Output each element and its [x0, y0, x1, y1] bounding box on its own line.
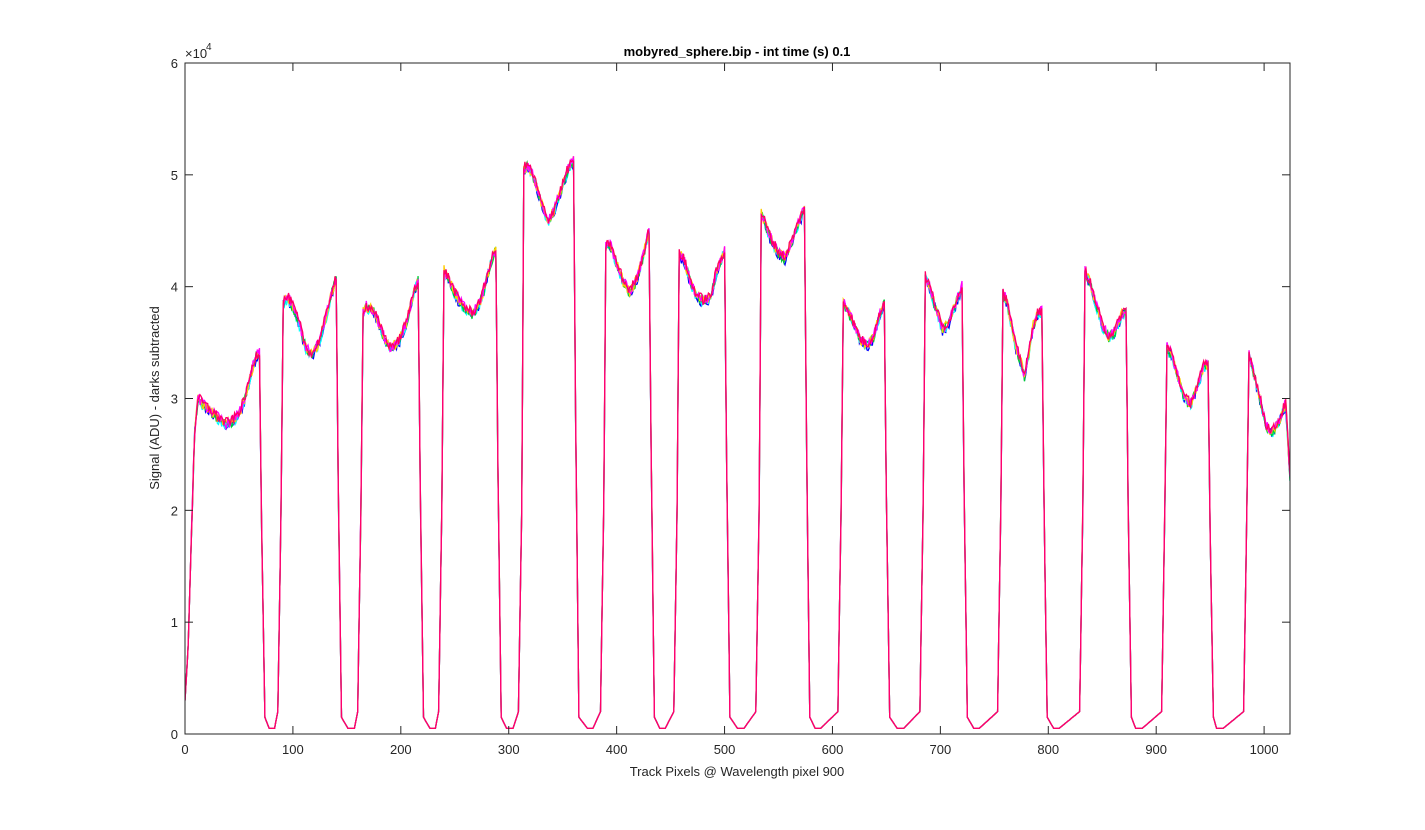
y-axis-exponent-base: ×10 [185, 46, 207, 61]
x-axis-label: Track Pixels @ Wavelength pixel 900 [630, 764, 845, 779]
y-axis-exponent: ×10 4 [185, 42, 212, 61]
x-tick-label: 200 [390, 742, 412, 757]
y-axis-label: Signal (ADU) - darks subtracted [147, 306, 162, 490]
y-tick-label: 0 [171, 727, 178, 742]
x-tick-label: 600 [822, 742, 844, 757]
y-tick-label: 2 [171, 503, 178, 518]
x-tick-label: 1000 [1250, 742, 1279, 757]
y-tick-label: 5 [171, 168, 178, 183]
y-tick-label: 3 [171, 392, 178, 407]
series-line-6 [185, 159, 1290, 730]
series-layer [185, 156, 1290, 730]
y-tick-label: 4 [171, 280, 178, 295]
x-tick-label: 100 [282, 742, 304, 757]
x-tick-label: 500 [714, 742, 736, 757]
x-tick-label: 900 [1145, 742, 1167, 757]
x-tick-label: 400 [606, 742, 628, 757]
y-tick-label: 1 [171, 615, 178, 630]
x-tick-label: 300 [498, 742, 520, 757]
chart-title: mobyred_sphere.bip - int time (s) 0.1 [624, 44, 851, 59]
x-tick-label: 800 [1037, 742, 1059, 757]
x-tick-label: 0 [181, 742, 188, 757]
axes-layer: 0 100 200 300 400 500 600 700 800 900 1000 0 1 2 3 4 5 6 [171, 56, 1291, 757]
plot-area [185, 63, 1290, 734]
y-axis-exponent-power: 4 [206, 42, 212, 53]
x-tick-label: 700 [930, 742, 952, 757]
y-tick-label: 6 [171, 56, 178, 71]
axes-background [185, 63, 1290, 734]
